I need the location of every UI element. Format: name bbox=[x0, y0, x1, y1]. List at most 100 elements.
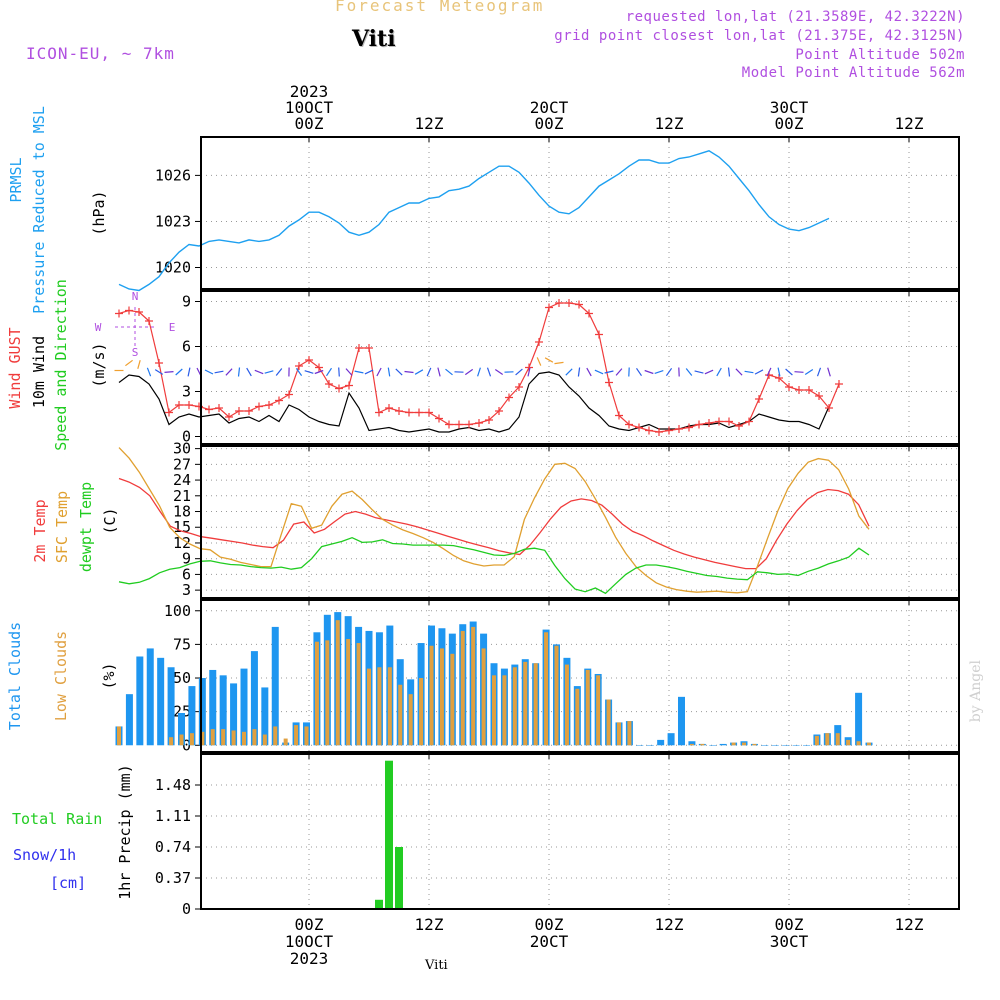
wind-direction-arrow bbox=[704, 369, 714, 375]
wind-gust-marker bbox=[295, 362, 303, 370]
wind-direction-arrow bbox=[644, 369, 654, 375]
wind-gust-marker bbox=[345, 381, 353, 390]
wind-gust-marker bbox=[235, 407, 243, 415]
pressure-ytick-label: 1026 bbox=[155, 166, 191, 184]
wind-gust-marker bbox=[445, 420, 453, 429]
pressure-panel: 1020 1023 1026 bbox=[118, 136, 960, 292]
temperature-ytick-label: 18 bbox=[173, 503, 191, 521]
wind-gust-marker bbox=[215, 404, 223, 412]
wind-gust-marker bbox=[835, 380, 843, 388]
low-clouds-bar bbox=[283, 738, 288, 746]
wind-gust-marker bbox=[495, 407, 503, 415]
wind-direction-arrow bbox=[426, 367, 432, 377]
wind-direction-arrow bbox=[665, 367, 673, 377]
wind-direction-arrow bbox=[345, 368, 353, 376]
clouds-panel: 0 25 50 75 100 bbox=[115, 599, 960, 754]
low-clouds-bar bbox=[304, 726, 309, 746]
rain-bar bbox=[385, 760, 393, 909]
total-clouds-bar bbox=[271, 626, 279, 746]
wind-gust-marker bbox=[285, 390, 293, 399]
wind-gust-marker bbox=[655, 428, 663, 436]
wind-gust-marker bbox=[455, 420, 463, 429]
wind-gust-marker bbox=[355, 344, 363, 352]
wind-direction-arrow bbox=[527, 367, 531, 377]
wind-direction-arrow bbox=[804, 368, 814, 376]
pressure-ytick-label: 1020 bbox=[155, 259, 191, 277]
low-clouds-bar bbox=[575, 688, 580, 746]
wind-gust-marker bbox=[415, 408, 423, 417]
wind-direction-title: Speed and Direction bbox=[52, 279, 70, 451]
wind-direction-arrow bbox=[766, 367, 772, 377]
low-clouds-bar bbox=[346, 639, 351, 746]
precip-panel-frame bbox=[200, 753, 960, 910]
low-clouds-bar bbox=[387, 667, 392, 746]
total-clouds-bar bbox=[678, 696, 685, 746]
wind-speed-line bbox=[118, 371, 830, 433]
wind-direction-arrow bbox=[354, 370, 364, 374]
wind-direction-arrow bbox=[395, 368, 403, 376]
low-clouds-bar bbox=[606, 699, 611, 746]
total-clouds-bar bbox=[188, 686, 196, 746]
wind-direction-arrow bbox=[494, 369, 504, 375]
total-clouds-bar bbox=[157, 657, 165, 746]
low-clouds-bar bbox=[814, 735, 819, 746]
wind-gust-marker bbox=[165, 408, 173, 417]
wind-direction-arrow bbox=[544, 357, 554, 363]
wind-gust-marker bbox=[555, 299, 563, 307]
wind-direction-arrow bbox=[137, 360, 141, 369]
bottom-time-label: 12Z bbox=[895, 915, 924, 934]
wind-direction-arrow bbox=[264, 370, 274, 374]
bottom-time-label: 00Z bbox=[295, 915, 324, 934]
temperature-ytick-label: 9 bbox=[182, 550, 191, 568]
wind-direction-arrow bbox=[237, 367, 241, 377]
wind-direction-arrow bbox=[565, 368, 573, 376]
bottom-time-label: 20CT bbox=[530, 932, 569, 951]
total-clouds-title: Total Clouds bbox=[6, 622, 24, 730]
wind-gust-marker bbox=[545, 303, 553, 312]
temperature-ytick-label: 3 bbox=[182, 581, 191, 599]
low-clouds-bar bbox=[512, 667, 517, 746]
wind-direction-arrow bbox=[515, 368, 523, 376]
compass-east: E bbox=[169, 321, 176, 334]
low-clouds-bar bbox=[200, 731, 205, 746]
wind-direction-arrow bbox=[594, 369, 604, 375]
wind-gust-marker bbox=[265, 401, 273, 409]
top-time-label: 00Z bbox=[775, 114, 804, 133]
wind-direction-arrow bbox=[146, 367, 152, 377]
total-clouds-bar bbox=[125, 694, 133, 746]
low-clouds-bar bbox=[231, 730, 236, 746]
wind-ytick-label: 9 bbox=[182, 293, 191, 311]
wind-gust-marker bbox=[645, 426, 653, 435]
wind-unit: (m/s) bbox=[90, 342, 108, 387]
total-clouds-bar bbox=[855, 692, 863, 746]
compass-north: N bbox=[132, 290, 139, 303]
wind-gust-marker bbox=[745, 417, 753, 426]
low-clouds-bar bbox=[189, 733, 194, 746]
wind-gust-marker bbox=[435, 414, 443, 423]
wind-direction-arrow bbox=[204, 369, 214, 375]
clouds-ytick-label: 0 bbox=[182, 736, 191, 754]
wind-direction-arrow bbox=[154, 369, 164, 375]
clouds-ytick-label: 25 bbox=[173, 703, 191, 721]
low-clouds-bar bbox=[429, 645, 434, 746]
temperature-panel-frame bbox=[200, 445, 960, 599]
wind-direction-arrow bbox=[164, 371, 174, 373]
wind-direction-arrow bbox=[437, 367, 441, 377]
wind-gust-marker bbox=[425, 408, 433, 417]
precip-ytick-label: 0.74 bbox=[155, 838, 191, 856]
wind-gust-marker bbox=[175, 401, 183, 409]
low-clouds-bar bbox=[221, 729, 226, 746]
low-clouds-bar bbox=[325, 640, 330, 746]
low-clouds-bar bbox=[523, 661, 528, 746]
requested-coordinates: requested lon,lat (21.3589E, 42.3222N) bbox=[625, 9, 965, 25]
low-clouds-bar bbox=[502, 675, 507, 746]
low-clouds-bar bbox=[179, 734, 184, 746]
precip-unit: 1hr Precip (mm) bbox=[116, 764, 134, 899]
wind-direction-arrow bbox=[486, 367, 492, 377]
total-clouds-bar bbox=[230, 683, 238, 746]
low-clouds-bar bbox=[481, 648, 486, 746]
low-clouds-bar bbox=[367, 668, 371, 746]
top-time-label: 10OCT bbox=[285, 98, 334, 117]
